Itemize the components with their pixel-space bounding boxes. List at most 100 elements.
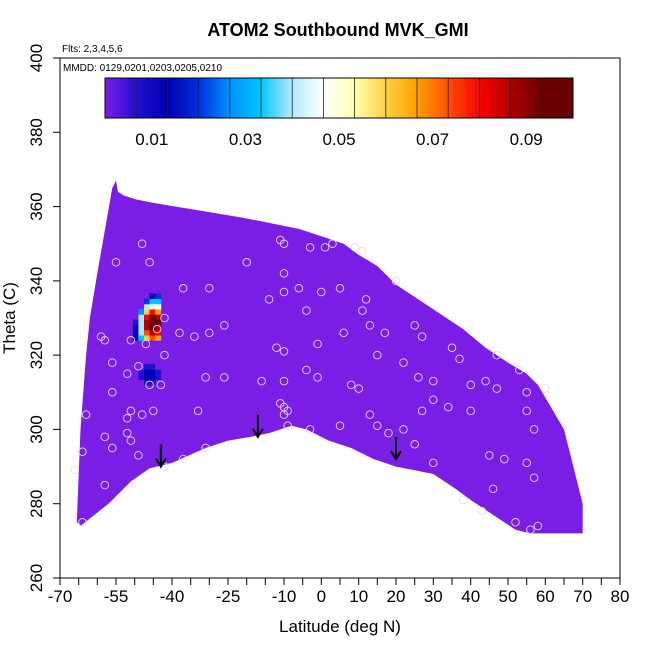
anomaly-cell: [136, 410, 143, 417]
anomaly-cell: [155, 364, 162, 370]
sample-point: [529, 473, 539, 482]
anomaly-cell: [149, 303, 156, 310]
anomaly-cell: [144, 379, 150, 386]
anomaly-cell: [155, 303, 162, 310]
sample-point: [279, 269, 289, 278]
sample-point: [302, 306, 311, 315]
sample-point: [70, 466, 80, 475]
sample-point: [529, 425, 539, 434]
sample-point: [410, 440, 419, 449]
sample-point: [242, 258, 251, 267]
sample-point: [160, 313, 169, 323]
colorbar-segment: [354, 78, 387, 118]
anomaly-cell: [136, 405, 143, 412]
sample-point: [137, 410, 147, 419]
anomaly-cell: [138, 319, 145, 326]
sample-point: [384, 428, 393, 438]
sample-point: [346, 380, 356, 390]
sample-point: [417, 406, 427, 416]
anomaly-cell: [132, 319, 139, 326]
sample-point: [522, 458, 531, 468]
sample-point: [429, 376, 438, 386]
sample-point: [485, 451, 494, 460]
anomaly-cell: [127, 335, 134, 341]
anomaly-cell: [132, 329, 139, 336]
anomaly-cell: [144, 329, 150, 336]
anomaly-cell: [125, 405, 132, 412]
sample-point: [78, 447, 87, 456]
anomaly-cell: [142, 426, 149, 433]
anomaly-cell: [149, 314, 156, 320]
anomaly-cell: [147, 416, 154, 422]
colorbar-tick-label: 0.03: [229, 130, 262, 149]
sample-point: [134, 451, 143, 460]
sample-point: [141, 339, 151, 349]
anomaly-cell: [142, 405, 149, 412]
sample-point: [335, 421, 345, 430]
anomaly-cell: [138, 335, 145, 341]
sample-point: [205, 328, 214, 338]
anomaly-cell: [144, 374, 150, 381]
sample-point: [279, 287, 289, 297]
anomaly-cell: [138, 309, 145, 315]
anomaly-cell: [149, 335, 156, 341]
sample-point: [399, 358, 408, 367]
sample-point: [279, 376, 289, 386]
anomaly-cell: [149, 369, 156, 375]
anomaly-cell: [149, 319, 156, 326]
anomaly-cell: [155, 314, 162, 320]
sample-point: [447, 343, 457, 352]
anomaly-cell: [142, 416, 149, 422]
sample-point: [492, 350, 502, 360]
sample-point: [279, 410, 289, 419]
colorbar-segment: [105, 78, 137, 118]
anomaly-cell: [138, 329, 145, 336]
sample-point: [373, 350, 382, 360]
anomaly-cell: [144, 335, 150, 341]
sample-point: [178, 284, 188, 293]
x-tick-label: -40: [160, 587, 185, 606]
colorbar-segment: [229, 78, 262, 118]
sample-point: [380, 328, 390, 338]
anomaly-cell: [155, 293, 162, 300]
anomaly-cell: [144, 303, 150, 310]
sample-point: [429, 458, 438, 468]
anomaly-cell: [155, 298, 162, 305]
sample-point: [294, 284, 304, 293]
sample-point: [522, 388, 531, 397]
x-tick-label: 70: [573, 587, 592, 606]
y-tick-label: 340: [27, 267, 46, 295]
sample-point: [111, 258, 121, 267]
sample-point: [541, 384, 550, 393]
y-tick-label: 400: [27, 44, 46, 72]
anomaly-cell: [130, 426, 137, 433]
sample-point: [361, 295, 371, 304]
sample-point: [358, 246, 367, 256]
anomaly-cell: [138, 374, 145, 381]
x-axis-label: Latitude (deg N): [279, 617, 401, 636]
anomaly-cell: [149, 309, 156, 315]
sample-point: [100, 480, 110, 490]
sample-point: [122, 428, 132, 438]
anomaly-cell: [149, 374, 156, 381]
sample-point: [526, 525, 535, 534]
anomaly-cell: [138, 369, 145, 375]
anomaly-cell: [142, 421, 149, 427]
sample-point: [511, 518, 520, 527]
sample-point: [108, 443, 117, 453]
sample-point: [160, 350, 169, 360]
x-tick-label: 0: [317, 587, 326, 606]
sample-point: [358, 306, 367, 315]
anomaly-cell: [136, 426, 143, 433]
colorbar-frame: [104, 77, 574, 119]
sample-point: [264, 295, 274, 304]
sample-point: [373, 421, 382, 430]
sample-point: [414, 373, 423, 382]
anomaly-cell: [149, 364, 156, 370]
anomaly-cell: [136, 421, 143, 427]
sample-point: [100, 432, 110, 442]
colorbar-tick-label: 0.07: [416, 130, 449, 149]
dates-note: MMDD: 0129,0201,0203,0205,0210: [63, 63, 222, 74]
sample-point: [444, 402, 453, 412]
